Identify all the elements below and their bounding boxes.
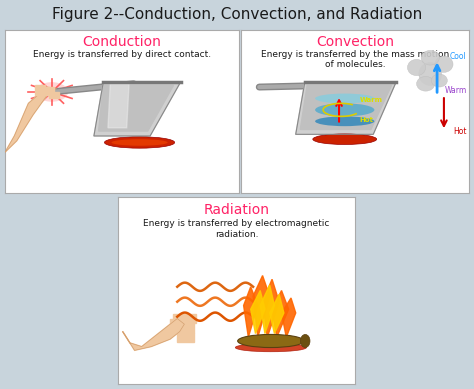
Ellipse shape: [111, 139, 168, 146]
Ellipse shape: [315, 116, 374, 126]
Polygon shape: [170, 319, 191, 329]
Polygon shape: [270, 294, 284, 333]
Ellipse shape: [315, 94, 374, 103]
Ellipse shape: [417, 77, 435, 91]
Polygon shape: [99, 86, 173, 131]
Polygon shape: [296, 82, 396, 134]
Ellipse shape: [301, 335, 310, 347]
Polygon shape: [301, 86, 392, 130]
Text: Energy is transferred by electromagnetic
radiation.: Energy is transferred by electromagnetic…: [143, 219, 330, 239]
Text: Energy is transferred by direct contact.: Energy is transferred by direct contact.: [33, 49, 211, 59]
Polygon shape: [251, 291, 265, 333]
Ellipse shape: [313, 134, 377, 144]
Ellipse shape: [421, 50, 439, 65]
Polygon shape: [177, 333, 194, 342]
Text: Hot: Hot: [453, 126, 467, 135]
Text: Conduction: Conduction: [82, 35, 162, 49]
Ellipse shape: [435, 56, 453, 72]
Polygon shape: [175, 323, 194, 333]
Polygon shape: [173, 314, 196, 323]
Polygon shape: [108, 84, 129, 128]
Polygon shape: [49, 92, 59, 98]
Polygon shape: [253, 275, 270, 337]
Polygon shape: [272, 291, 289, 337]
Text: Radiation: Radiation: [203, 203, 270, 217]
Ellipse shape: [419, 63, 442, 86]
Polygon shape: [45, 87, 54, 95]
Text: Warm: Warm: [360, 97, 383, 103]
Polygon shape: [244, 287, 258, 337]
Text: Energy is transferred by the mass motion
of molecules.: Energy is transferred by the mass motion…: [261, 49, 449, 69]
Ellipse shape: [104, 137, 174, 148]
Polygon shape: [282, 298, 296, 337]
Polygon shape: [5, 87, 56, 152]
Polygon shape: [94, 82, 181, 136]
Text: Convection: Convection: [316, 35, 394, 49]
Text: Cool: Cool: [450, 52, 467, 61]
Polygon shape: [123, 319, 184, 350]
Ellipse shape: [315, 103, 374, 116]
Polygon shape: [260, 285, 274, 333]
Ellipse shape: [36, 82, 68, 102]
Ellipse shape: [408, 60, 426, 75]
Text: Figure 2--Conduction, Convection, and Radiation: Figure 2--Conduction, Convection, and Ra…: [52, 7, 422, 21]
Polygon shape: [263, 279, 279, 337]
Polygon shape: [36, 86, 45, 95]
Ellipse shape: [235, 343, 306, 352]
Text: Hot: Hot: [360, 117, 374, 123]
Ellipse shape: [431, 74, 447, 87]
Ellipse shape: [237, 335, 304, 347]
Text: Warm: Warm: [445, 86, 467, 95]
